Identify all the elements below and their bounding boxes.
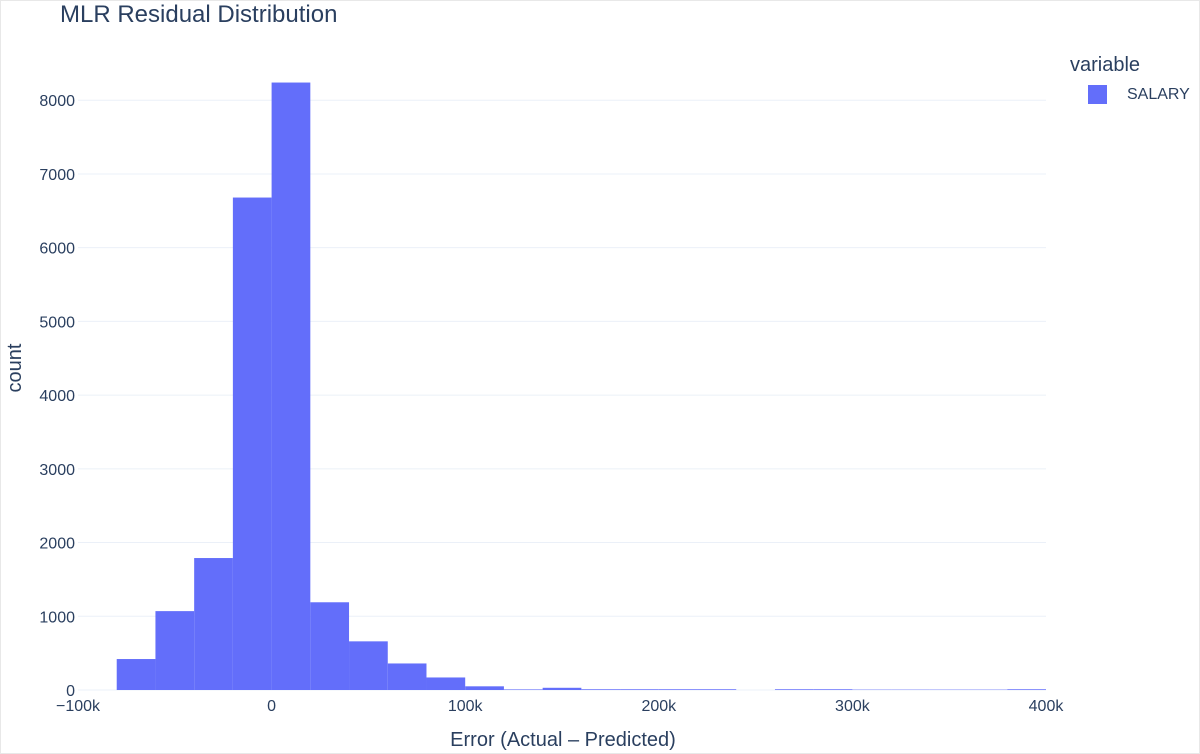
histogram-bar[interactable] [271,82,311,690]
legend: variable SALARY [1070,54,1190,104]
y-tick-label: 7000 [39,167,75,184]
legend-title: variable [1070,54,1141,76]
y-tick-label: 6000 [39,241,75,258]
histogram-bar[interactable] [310,602,350,690]
x-tick-label: 0 [267,698,276,715]
chart-title: MLR Residual Distribution [60,1,338,28]
legend-swatch [1088,85,1107,104]
x-tick-label: 300k [835,698,871,715]
y-axis-label: count [4,343,26,392]
histogram-bar[interactable] [1007,689,1046,690]
legend-item-salary[interactable]: SALARY [1070,85,1190,104]
histogram-bar[interactable] [349,641,388,690]
y-tick-label: 3000 [39,462,75,479]
histogram-bar[interactable] [426,677,466,690]
histogram-bar[interactable] [116,659,156,690]
histogram-bars [116,82,1046,690]
histogram-bar[interactable] [697,689,737,690]
y-tick-label: 0 [66,683,75,700]
histogram-bar[interactable] [813,689,853,690]
histogram-bar[interactable] [232,197,272,690]
histogram-bar[interactable] [658,689,698,690]
x-tick-label: 400k [1029,698,1065,715]
histogram-bar[interactable] [542,687,582,690]
y-tick-label: 2000 [39,536,75,553]
x-tick-label: 200k [641,698,677,715]
x-axis-label: Error (Actual – Predicted) [450,729,676,751]
histogram-bar[interactable] [465,686,504,690]
x-tick-label: −100k [56,698,101,715]
y-tick-label: 1000 [39,609,75,626]
histogram-bar[interactable] [581,689,621,690]
histogram-bar[interactable] [155,611,195,690]
y-tick-label: 8000 [39,93,75,110]
legend-label: SALARY [1127,85,1190,103]
histogram-bar[interactable] [774,689,814,690]
y-tick-label: 5000 [39,314,75,331]
histogram-bar[interactable] [387,663,427,690]
histogram-bar[interactable] [620,689,659,690]
x-tick-label: 100k [448,698,484,715]
histogram-bar[interactable] [194,558,233,690]
y-tick-label: 4000 [39,388,75,405]
histogram-bar[interactable] [503,689,543,690]
y-axis-ticks: 0 1000 2000 3000 4000 5000 6000 7000 8000 [39,93,75,700]
x-axis-ticks: −100k 0 100k 200k 300k 400k [56,698,1064,715]
